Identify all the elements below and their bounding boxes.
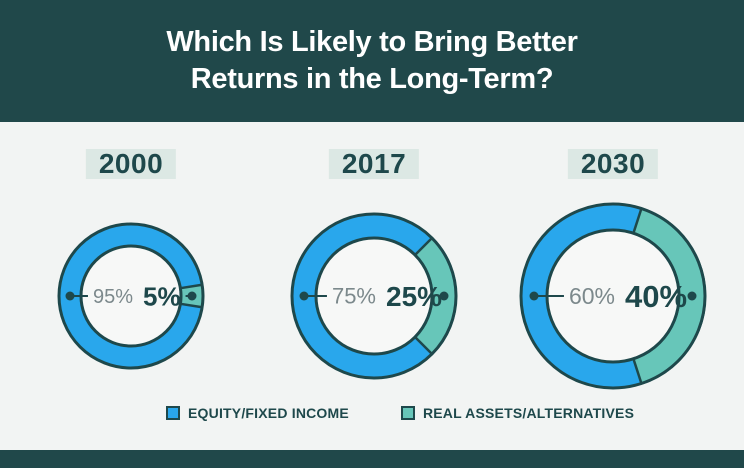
donut-chart-2030: 60% 40% bbox=[519, 202, 707, 390]
equity-percent-label: 95% bbox=[93, 286, 133, 308]
donut-hole bbox=[316, 238, 432, 354]
legend-label-equity: EQUITY/FIXED INCOME bbox=[188, 405, 349, 421]
outer-outline bbox=[57, 222, 205, 370]
legend: EQUITY/FIXED INCOME REAL ASSETS/ALTERNAT… bbox=[166, 405, 634, 421]
year-label-2000: 2000 bbox=[85, 149, 177, 179]
real-assets-swatch-icon bbox=[400, 406, 415, 420]
leader-dot-right bbox=[187, 291, 197, 301]
equity-percent-label: 60% bbox=[569, 283, 615, 309]
donut-hole bbox=[547, 230, 679, 362]
donut-hole bbox=[81, 246, 181, 346]
year-label-2017: 2017 bbox=[328, 149, 420, 179]
legend-label-real-assets: REAL ASSETS/ALTERNATIVES bbox=[422, 405, 635, 421]
legend-item-real-assets: REAL ASSETS/ALTERNATIVES bbox=[400, 405, 635, 421]
leader-dot-left bbox=[299, 291, 309, 301]
title-line-2: Returns in the Long-Term? bbox=[190, 63, 554, 95]
equity-swatch-icon bbox=[166, 406, 180, 420]
year-label-2030: 2030 bbox=[567, 149, 659, 179]
real-percent-label: 25% bbox=[386, 281, 442, 312]
page-title: Which Is Likely to Bring Better Returns … bbox=[166, 24, 578, 98]
leader-dot-left bbox=[65, 291, 75, 301]
footer-bar bbox=[0, 450, 744, 468]
real-percent-label: 5% bbox=[143, 281, 181, 311]
title-line-1: Which Is Likely to Bring Better bbox=[166, 26, 578, 58]
header: Which Is Likely to Bring Better Returns … bbox=[0, 0, 744, 122]
leader-dot-right bbox=[439, 291, 449, 301]
real-percent-label: 40% bbox=[625, 279, 687, 314]
donut-chart-2000: 95% 5% bbox=[57, 222, 205, 370]
legend-item-equity: EQUITY/FIXED INCOME bbox=[166, 405, 349, 421]
donut-chart-2017: 75% 25% bbox=[290, 212, 458, 380]
leader-dot-left bbox=[529, 291, 539, 301]
outer-outline bbox=[519, 202, 707, 390]
outer-outline bbox=[290, 212, 458, 380]
leader-dot-right bbox=[687, 291, 697, 301]
equity-percent-label: 75% bbox=[332, 284, 376, 309]
